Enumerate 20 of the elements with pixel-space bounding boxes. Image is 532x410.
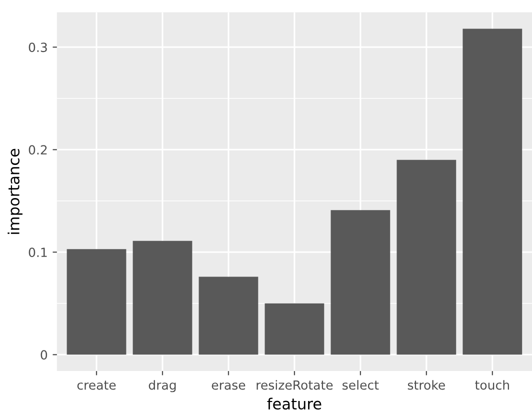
y-axis-title: importance bbox=[8, 148, 22, 234]
bar bbox=[330, 210, 390, 355]
x-tick-label: stroke bbox=[408, 380, 445, 390]
bar bbox=[396, 160, 456, 355]
bar bbox=[132, 240, 192, 355]
bar bbox=[264, 303, 324, 355]
y-tick-label: 0.2 bbox=[28, 145, 47, 155]
x-tick-label: select bbox=[342, 380, 379, 390]
x-tick-label: resizeRotate bbox=[256, 380, 333, 390]
x-tick-label: erase bbox=[212, 382, 246, 390]
y-tick-label: 0.1 bbox=[28, 248, 47, 258]
x-tick-label: drag bbox=[148, 380, 176, 392]
bar bbox=[198, 276, 258, 355]
y-tick-label: 0.3 bbox=[28, 42, 47, 52]
bar bbox=[66, 249, 126, 355]
x-tick-label: touch bbox=[475, 380, 509, 390]
bar bbox=[462, 28, 522, 355]
x-axis-title: feature bbox=[267, 398, 322, 410]
y-tick-label: 0 bbox=[40, 350, 48, 360]
x-tick-label: create bbox=[77, 380, 116, 390]
